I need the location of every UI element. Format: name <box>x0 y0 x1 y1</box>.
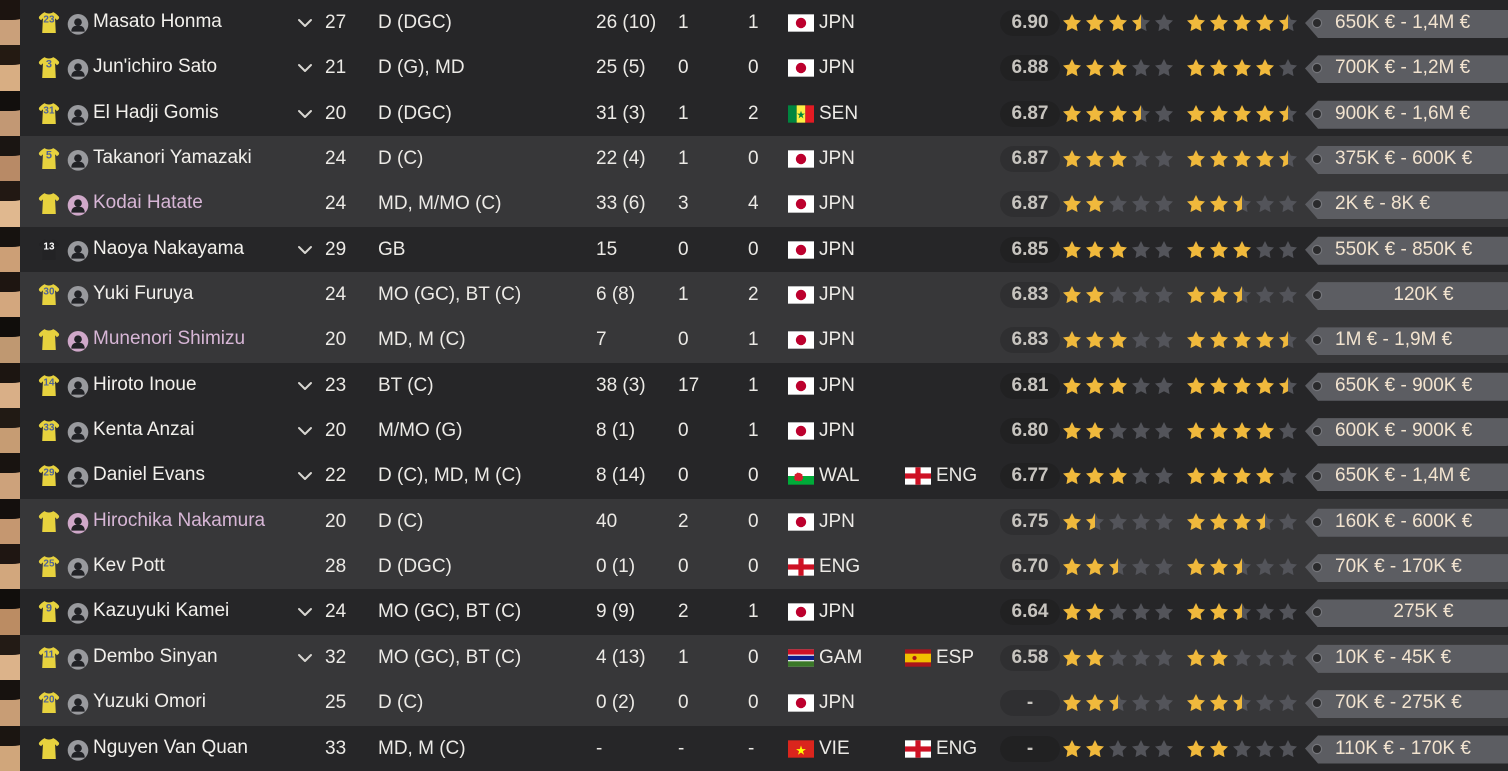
svg-text:31: 31 <box>43 105 55 116</box>
svg-text:9: 9 <box>46 603 52 615</box>
svg-text:30: 30 <box>43 287 55 298</box>
svg-text:20: 20 <box>43 695 55 706</box>
svg-text:14: 14 <box>43 377 55 388</box>
svg-text:29: 29 <box>43 468 55 479</box>
svg-text:5: 5 <box>46 150 52 162</box>
svg-text:33: 33 <box>43 423 55 434</box>
svg-text:3: 3 <box>46 59 52 71</box>
svg-text:23: 23 <box>43 15 55 26</box>
svg-text:25: 25 <box>43 559 55 570</box>
svg-text:13: 13 <box>43 241 55 252</box>
svg-text:11: 11 <box>44 649 55 660</box>
